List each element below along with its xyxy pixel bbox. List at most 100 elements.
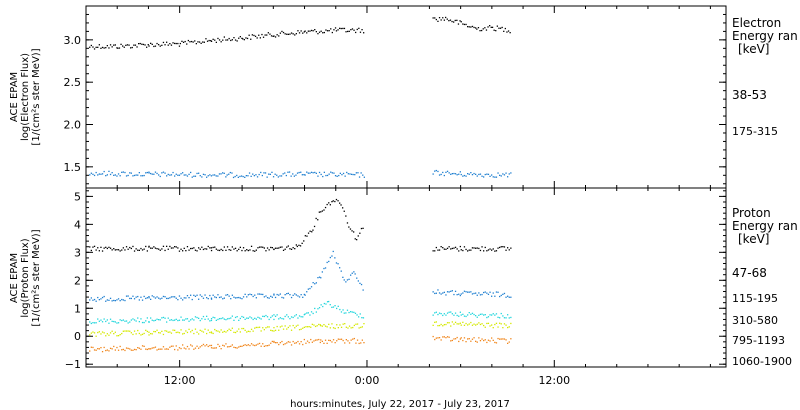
data-point — [151, 43, 153, 45]
data-point — [494, 323, 496, 326]
data-point — [146, 317, 148, 319]
data-point — [150, 172, 152, 175]
data-point — [311, 341, 313, 343]
data-point — [335, 198, 338, 201]
data-point — [278, 35, 280, 37]
data-point — [278, 247, 280, 249]
data-point — [508, 317, 510, 319]
data-point — [244, 293, 246, 295]
data-point — [207, 298, 209, 300]
data-point — [448, 322, 450, 324]
data-point — [316, 325, 318, 327]
data-point — [209, 331, 211, 334]
data-point — [306, 171, 308, 173]
data-point — [310, 338, 312, 341]
data-point — [268, 173, 270, 175]
data-point — [362, 289, 364, 291]
data-point — [98, 299, 100, 301]
data-point — [156, 248, 158, 250]
data-point — [228, 295, 230, 297]
data-point — [495, 322, 498, 324]
data-point — [304, 235, 306, 237]
data-point — [137, 347, 139, 349]
data-point — [191, 318, 193, 320]
data-point — [95, 335, 97, 337]
data-point — [223, 297, 225, 299]
data-point — [304, 30, 306, 32]
data-point — [471, 338, 474, 340]
data-point — [321, 340, 323, 342]
data-point — [209, 247, 211, 249]
data-point — [307, 312, 309, 314]
data-point — [177, 42, 179, 45]
data-point — [446, 291, 449, 293]
data-point — [321, 325, 323, 327]
data-point — [204, 294, 206, 296]
data-point — [465, 291, 467, 293]
data-point — [306, 291, 308, 293]
data-point — [470, 321, 472, 324]
data-point — [481, 246, 483, 248]
data-point — [483, 291, 485, 294]
data-point — [267, 32, 269, 34]
data-point — [148, 245, 150, 247]
data-point — [329, 327, 331, 329]
data-point — [303, 293, 305, 296]
data-point — [252, 295, 254, 298]
data-point — [257, 293, 259, 295]
data-point — [334, 200, 336, 203]
data-point — [351, 230, 353, 232]
data-point — [106, 333, 108, 335]
data-point — [172, 171, 174, 174]
data-point — [484, 339, 486, 341]
data-point — [290, 344, 293, 346]
data-point — [167, 297, 169, 300]
data-point — [156, 42, 158, 45]
data-point — [178, 174, 181, 176]
data-point — [489, 325, 491, 327]
data-point — [473, 337, 475, 339]
data-point — [465, 322, 467, 325]
data-point — [286, 342, 288, 344]
data-point — [337, 29, 339, 31]
data-point — [209, 320, 211, 322]
data-point — [101, 321, 104, 323]
data-point — [239, 317, 241, 320]
data-point — [262, 315, 264, 317]
data-point — [125, 330, 128, 332]
data-point — [154, 297, 157, 299]
data-point — [481, 313, 483, 315]
data-point — [470, 291, 472, 293]
data-point — [177, 174, 179, 176]
electron-legend-title-1: Electron — [732, 16, 781, 30]
data-point — [462, 321, 464, 323]
data-point — [250, 175, 252, 177]
data-point — [481, 338, 483, 340]
data-point — [138, 321, 140, 323]
data-point — [443, 336, 445, 338]
data-point — [146, 348, 148, 351]
data-point — [471, 25, 474, 28]
data-point — [348, 325, 351, 327]
data-point — [193, 175, 195, 177]
data-point — [317, 175, 319, 177]
data-point — [507, 247, 509, 249]
data-point — [442, 336, 444, 338]
data-point — [307, 288, 309, 290]
data-point — [201, 176, 203, 178]
data-point — [304, 294, 306, 296]
data-point — [121, 332, 123, 335]
y-tick-label: 2.0 — [64, 119, 82, 132]
data-point — [326, 174, 329, 177]
data-point — [500, 312, 502, 315]
data-point — [209, 344, 211, 347]
data-point — [162, 346, 165, 348]
data-point — [125, 246, 128, 248]
data-point — [487, 26, 489, 28]
data-point — [437, 249, 439, 251]
data-point — [178, 250, 181, 252]
data-point — [162, 171, 165, 173]
data-point — [316, 339, 318, 341]
data-point — [159, 319, 161, 321]
data-point — [133, 319, 136, 321]
